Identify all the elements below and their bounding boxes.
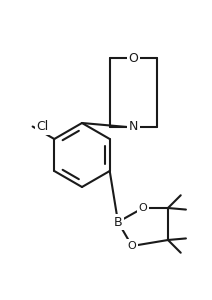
Text: O: O <box>139 203 147 213</box>
Text: O: O <box>128 241 136 251</box>
Text: Cl: Cl <box>37 120 49 133</box>
Text: N: N <box>129 121 138 134</box>
Text: O: O <box>128 52 138 64</box>
Text: B: B <box>114 215 122 229</box>
